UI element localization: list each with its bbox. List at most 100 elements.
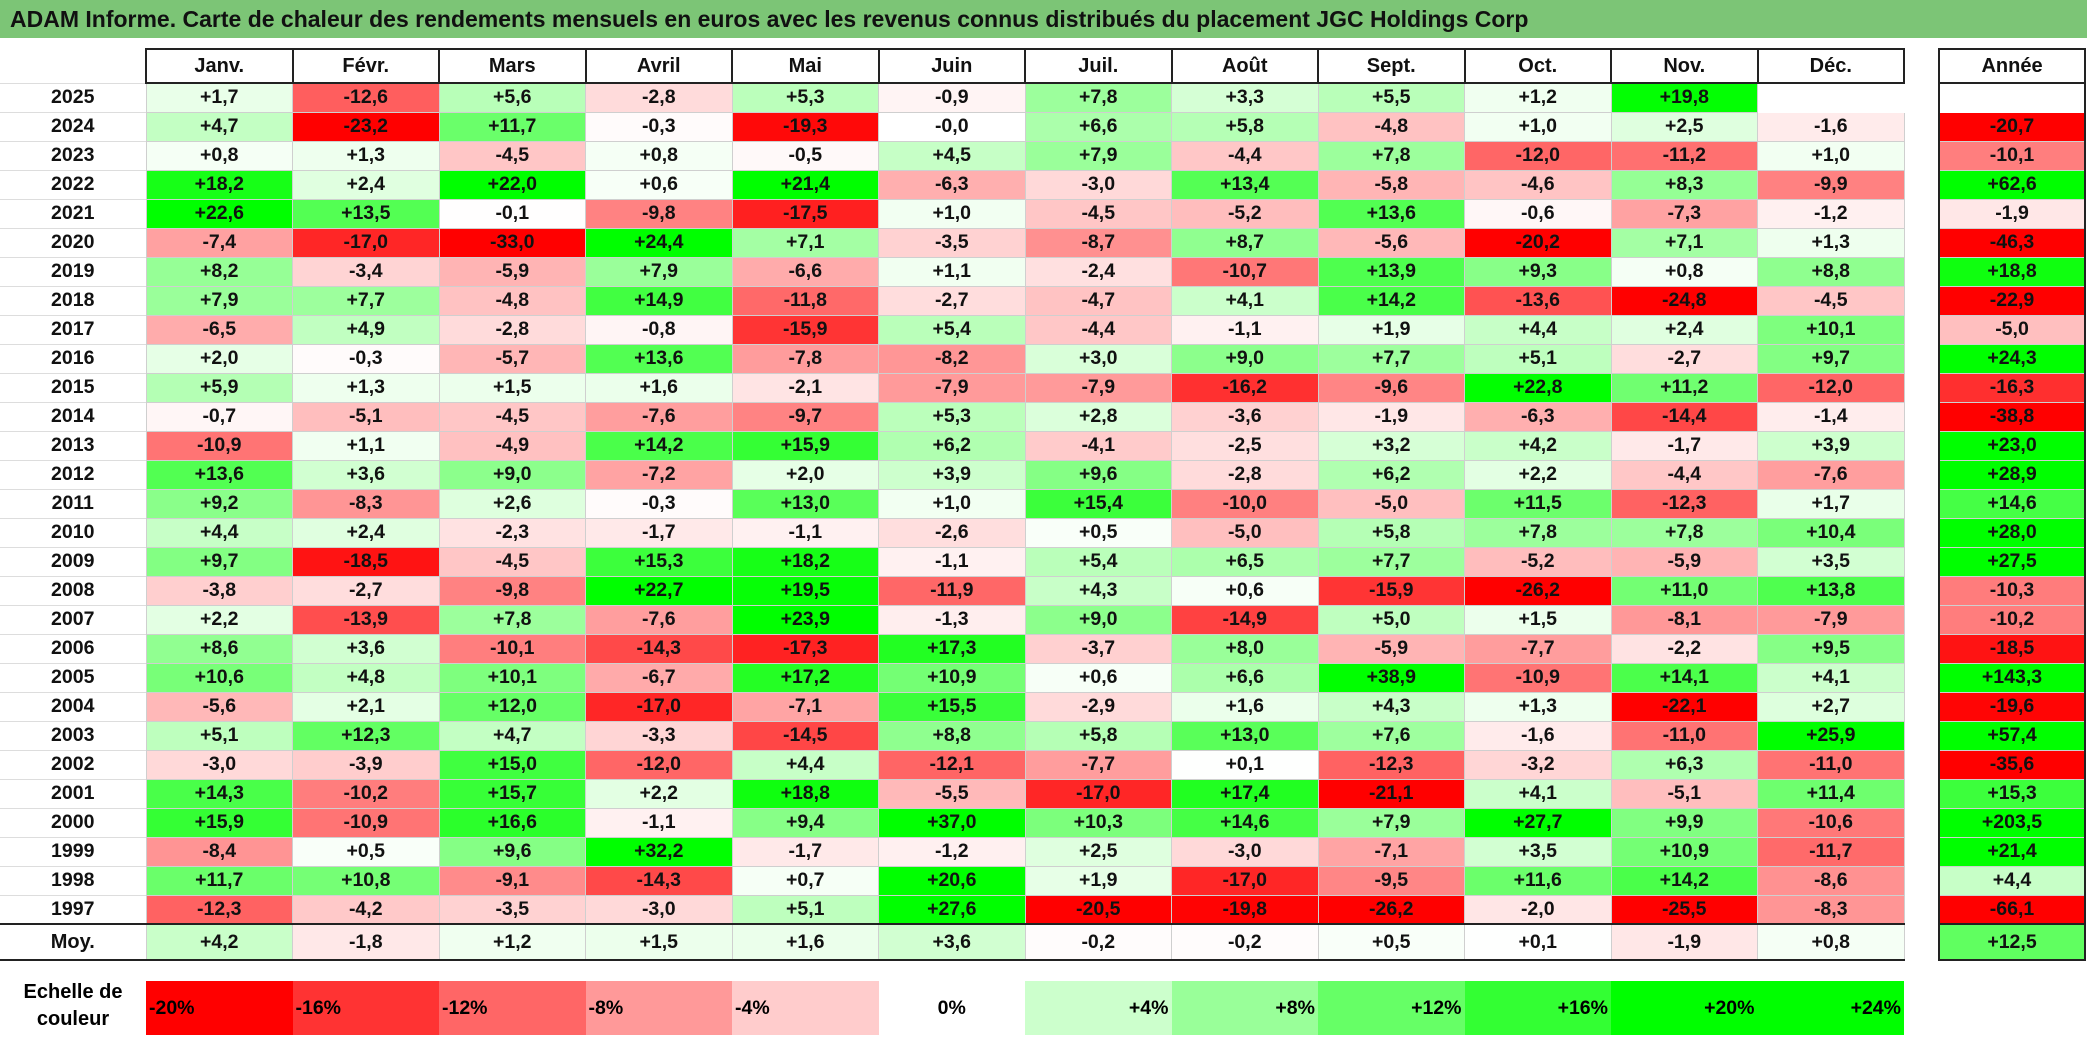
heatmap-cell: +12,0 xyxy=(438,691,586,722)
month-header: Déc. xyxy=(1756,48,1905,84)
corner-cell xyxy=(0,49,146,83)
heatmap-cell: +4,4 xyxy=(731,749,879,780)
heatmap-cell: +22,0 xyxy=(438,169,586,200)
heatmap-cell: +1,2 xyxy=(1464,82,1612,113)
annual-cell: -5,0 xyxy=(1938,314,2086,345)
heatmap-cell: -1,1 xyxy=(585,807,733,838)
heatmap-cell: +1,5 xyxy=(438,372,586,403)
annual-cell: +203,5 xyxy=(1938,807,2086,838)
heatmap-cell: +14,2 xyxy=(1317,285,1465,316)
heatmap-cell: -3,2 xyxy=(1464,749,1612,780)
heatmap-cell: -5,1 xyxy=(292,401,440,432)
heatmap-cell: +0,8 xyxy=(585,140,733,171)
year-label: 2019 xyxy=(0,256,146,286)
heatmap-cell: +15,4 xyxy=(1024,488,1172,519)
heatmap-cell: +8,7 xyxy=(1171,227,1319,258)
heatmap-cell: -4,5 xyxy=(438,140,586,171)
annual-cell: +15,3 xyxy=(1938,778,2086,809)
color-scale-swatch: +8% xyxy=(1171,981,1318,1035)
heatmap-cell: -6,3 xyxy=(1464,401,1612,432)
heatmap-cell: -2,1 xyxy=(731,372,879,403)
heatmap-cell: -7,8 xyxy=(731,343,879,374)
year-label: 2021 xyxy=(0,198,146,228)
heatmap-cell: -9,6 xyxy=(1317,372,1465,403)
heatmap-cell: -10,0 xyxy=(1171,488,1319,519)
heatmap-cell: +6,3 xyxy=(1610,749,1758,780)
heatmap-cell: -15,9 xyxy=(731,314,879,345)
heatmap-cell: -2,5 xyxy=(1171,430,1319,461)
annual-header: Année xyxy=(1938,48,2086,84)
heatmap-cell: +5,3 xyxy=(731,82,879,113)
heatmap-cell: +6,2 xyxy=(878,430,1026,461)
annual-cell: -10,1 xyxy=(1938,140,2086,171)
average-cell: +1,5 xyxy=(585,923,733,961)
heatmap-cell: -19,8 xyxy=(1171,894,1319,925)
heatmap-cell: +9,6 xyxy=(438,836,586,867)
heatmap-cell: -9,1 xyxy=(438,865,586,896)
heatmap-cell: -8,2 xyxy=(878,343,1026,374)
heatmap-cell: +2,2 xyxy=(145,604,293,635)
heatmap-cell xyxy=(1757,82,1905,113)
heatmap-cell: -1,2 xyxy=(1757,198,1905,229)
average-cell: +4,2 xyxy=(145,923,293,961)
year-label: 1999 xyxy=(0,836,146,866)
heatmap-cell: +6,6 xyxy=(1171,662,1319,693)
heatmap-cell: -2,2 xyxy=(1610,633,1758,664)
heatmap-cell: +1,3 xyxy=(1757,227,1905,258)
heatmap-cell: -5,1 xyxy=(1610,778,1758,809)
annual-cell: -66,1 xyxy=(1938,894,2086,925)
color-scale-swatch: +20% xyxy=(1611,981,1758,1035)
heatmap-cell: +3,5 xyxy=(1757,546,1905,577)
heatmap-cell: +4,3 xyxy=(1317,691,1465,722)
heatmap-cell: +8,0 xyxy=(1171,633,1319,664)
heatmap-cell: +2,1 xyxy=(292,691,440,722)
heatmap-cell: -17,3 xyxy=(731,633,879,664)
heatmap-cell: +9,4 xyxy=(731,807,879,838)
average-cell: +1,2 xyxy=(438,923,586,961)
heatmap-cell: +15,7 xyxy=(438,778,586,809)
year-label: 2018 xyxy=(0,285,146,315)
heatmap-cell: +2,5 xyxy=(1024,836,1172,867)
heatmap-cell: +1,6 xyxy=(1171,691,1319,722)
heatmap-cell: +10,1 xyxy=(1757,314,1905,345)
average-cell: +0,8 xyxy=(1757,923,1905,961)
heatmap-cell: -6,7 xyxy=(585,662,733,693)
heatmap-cell: -14,3 xyxy=(585,633,733,664)
heatmap-cell: -7,9 xyxy=(878,372,1026,403)
heatmap-cell: -10,2 xyxy=(292,778,440,809)
month-header: Août xyxy=(1170,48,1319,84)
heatmap-cell: +14,9 xyxy=(585,285,733,316)
heatmap-cell: +3,6 xyxy=(292,633,440,664)
annual-cell: -10,2 xyxy=(1938,604,2086,635)
heatmap-cell: +27,7 xyxy=(1464,807,1612,838)
year-label: 2000 xyxy=(0,807,146,837)
heatmap-cell: -4,4 xyxy=(1610,459,1758,490)
heatmap-cell: +9,9 xyxy=(1610,807,1758,838)
heatmap-cell: -8,1 xyxy=(1610,604,1758,635)
annual-cell: -1,9 xyxy=(1938,198,2086,229)
year-label: 2016 xyxy=(0,343,146,373)
heatmap-cell: -1,7 xyxy=(585,517,733,548)
heatmap-cell: -11,9 xyxy=(878,575,1026,606)
heatmap-cell: -12,0 xyxy=(1464,140,1612,171)
heatmap-cell: -17,5 xyxy=(731,198,879,229)
heatmap-cell: +18,8 xyxy=(731,778,879,809)
heatmap-cell: +7,9 xyxy=(585,256,733,287)
heatmap-cell: -2,8 xyxy=(585,82,733,113)
average-cell: -0,2 xyxy=(1171,923,1319,961)
month-header: Mars xyxy=(438,48,587,84)
heatmap-cell: -14,3 xyxy=(585,865,733,896)
heatmap-cell: +10,4 xyxy=(1757,517,1905,548)
heatmap-cell: -0,3 xyxy=(585,111,733,142)
annual-cell: -20,7 xyxy=(1938,111,2086,142)
year-label: 2011 xyxy=(0,488,146,518)
heatmap-cell: +5,9 xyxy=(145,372,293,403)
month-header: Févr. xyxy=(291,48,440,84)
heatmap-cell: +14,2 xyxy=(585,430,733,461)
heatmap-cell: +2,8 xyxy=(1024,401,1172,432)
heatmap-cell: -12,6 xyxy=(292,82,440,113)
heatmap-cell: +11,7 xyxy=(438,111,586,142)
heatmap-cell: -6,3 xyxy=(878,169,1026,200)
heatmap-cell: +9,7 xyxy=(1757,343,1905,374)
heatmap-cell: +11,0 xyxy=(1610,575,1758,606)
